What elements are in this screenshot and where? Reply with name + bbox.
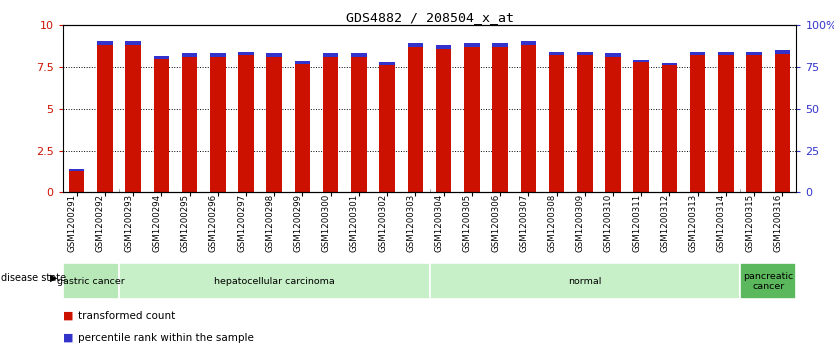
Bar — [323, 53, 339, 57]
Text: GSM1200307: GSM1200307 — [520, 194, 528, 252]
Text: normal: normal — [568, 277, 601, 286]
Text: GSM1200312: GSM1200312 — [661, 194, 670, 252]
Bar — [153, 59, 169, 192]
Bar — [577, 56, 592, 192]
Bar — [690, 52, 706, 56]
Text: GSM1200316: GSM1200316 — [773, 194, 782, 252]
Bar — [125, 41, 141, 45]
Text: GSM1200293: GSM1200293 — [124, 194, 133, 252]
Text: ▶: ▶ — [50, 273, 58, 283]
Bar — [125, 45, 141, 192]
Text: disease state: disease state — [1, 273, 66, 283]
Bar — [520, 45, 536, 192]
Bar — [690, 56, 706, 192]
Bar — [492, 43, 508, 47]
FancyBboxPatch shape — [430, 263, 740, 299]
Text: GSM1200303: GSM1200303 — [406, 194, 415, 252]
Bar — [97, 45, 113, 192]
Bar — [605, 57, 620, 192]
Bar — [379, 62, 395, 65]
Text: GSM1200306: GSM1200306 — [491, 194, 500, 252]
Bar — [182, 57, 198, 192]
Text: GSM1200299: GSM1200299 — [294, 194, 303, 252]
Bar — [661, 63, 677, 65]
FancyBboxPatch shape — [740, 263, 796, 299]
Bar — [97, 41, 113, 45]
Bar — [775, 54, 790, 192]
Text: percentile rank within the sample: percentile rank within the sample — [78, 333, 254, 343]
Text: GSM1200292: GSM1200292 — [96, 194, 105, 252]
Bar — [746, 52, 762, 56]
Text: GDS4882 / 208504_x_at: GDS4882 / 208504_x_at — [345, 11, 514, 24]
FancyBboxPatch shape — [119, 263, 430, 299]
Bar — [294, 61, 310, 64]
Text: gastric cancer: gastric cancer — [57, 277, 124, 286]
Bar — [549, 56, 565, 192]
Bar — [239, 56, 254, 192]
Bar — [464, 43, 480, 47]
Bar — [182, 53, 198, 57]
Bar — [351, 53, 367, 57]
Bar — [323, 57, 339, 192]
Bar — [239, 52, 254, 56]
Bar — [661, 65, 677, 192]
Text: GSM1200304: GSM1200304 — [435, 194, 444, 252]
Bar — [153, 56, 169, 59]
Text: transformed count: transformed count — [78, 311, 175, 321]
Bar — [605, 53, 620, 57]
FancyBboxPatch shape — [63, 263, 119, 299]
Text: GSM1200297: GSM1200297 — [237, 194, 246, 252]
Text: GSM1200298: GSM1200298 — [265, 194, 274, 252]
Text: GSM1200291: GSM1200291 — [68, 194, 77, 252]
Text: GSM1200300: GSM1200300 — [322, 194, 331, 252]
Text: GSM1200313: GSM1200313 — [689, 194, 698, 252]
Text: GSM1200301: GSM1200301 — [350, 194, 359, 252]
Text: GSM1200310: GSM1200310 — [604, 194, 613, 252]
Bar — [294, 64, 310, 192]
Text: ■: ■ — [63, 311, 73, 321]
Bar — [379, 65, 395, 192]
Bar — [492, 47, 508, 192]
Bar — [634, 60, 649, 62]
Bar — [267, 57, 282, 192]
Bar — [775, 50, 790, 54]
Bar — [69, 169, 84, 171]
Bar — [351, 57, 367, 192]
Text: GSM1200308: GSM1200308 — [548, 194, 556, 252]
Bar — [577, 52, 592, 56]
Text: ■: ■ — [63, 333, 73, 343]
Bar — [718, 52, 734, 56]
Text: GSM1200311: GSM1200311 — [632, 194, 641, 252]
Text: GSM1200302: GSM1200302 — [378, 194, 387, 252]
Bar — [408, 43, 423, 47]
Text: GSM1200314: GSM1200314 — [717, 194, 726, 252]
Text: GSM1200295: GSM1200295 — [181, 194, 189, 252]
Text: pancreatic
cancer: pancreatic cancer — [743, 272, 793, 291]
Text: GSM1200315: GSM1200315 — [745, 194, 754, 252]
Bar — [408, 47, 423, 192]
Bar — [520, 41, 536, 45]
Bar — [210, 57, 225, 192]
Text: GSM1200294: GSM1200294 — [153, 194, 161, 252]
Bar — [267, 53, 282, 57]
Text: GSM1200309: GSM1200309 — [575, 194, 585, 252]
Bar — [746, 56, 762, 192]
Bar — [210, 53, 225, 57]
Bar — [464, 47, 480, 192]
Bar — [718, 56, 734, 192]
Bar — [549, 52, 565, 56]
Bar — [436, 49, 451, 192]
Text: hepatocellular carcinoma: hepatocellular carcinoma — [214, 277, 334, 286]
Bar — [436, 45, 451, 49]
Text: GSM1200296: GSM1200296 — [208, 194, 218, 252]
Bar — [69, 171, 84, 192]
Text: GSM1200305: GSM1200305 — [463, 194, 472, 252]
Bar — [634, 62, 649, 192]
